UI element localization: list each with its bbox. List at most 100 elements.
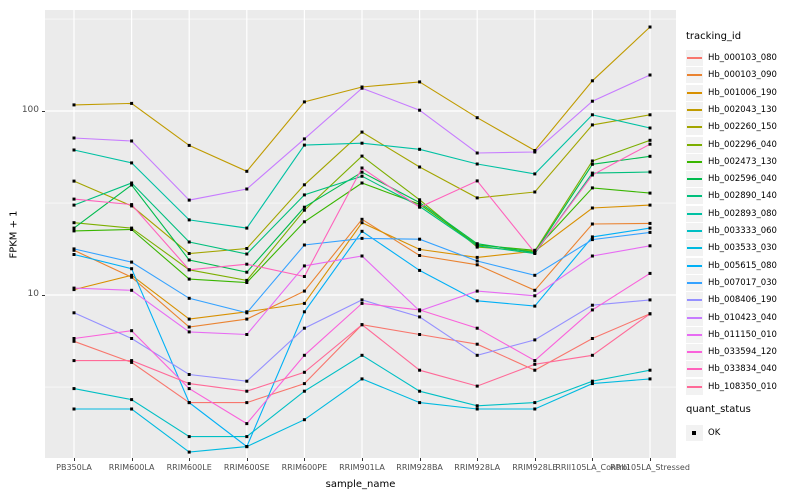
legend-key-swatch <box>686 188 703 205</box>
data-point <box>72 311 76 315</box>
legend-key-swatch <box>686 274 703 291</box>
data-point <box>533 407 537 411</box>
legend-item-label: Hb_002893_080 <box>708 208 777 219</box>
data-point <box>360 170 364 174</box>
x-tick-label-RRIM901LA: RRIM901LA <box>339 463 385 472</box>
data-point <box>187 218 191 222</box>
x-tick-label-RRIM928BA: RRIM928BA <box>396 463 443 472</box>
data-point <box>475 404 479 408</box>
data-point <box>72 387 76 391</box>
data-point <box>475 299 479 303</box>
legend-color-line <box>687 333 702 336</box>
data-point <box>187 143 191 147</box>
data-point <box>302 205 306 209</box>
data-point <box>533 248 537 252</box>
data-point <box>648 170 652 174</box>
data-point <box>130 161 134 165</box>
legend-item-label: Hb_011150_010 <box>708 329 777 340</box>
data-point <box>360 174 364 178</box>
data-point <box>130 267 134 271</box>
data-point <box>245 169 249 173</box>
x-tick-mark <box>477 458 479 461</box>
data-point <box>590 123 594 127</box>
data-point <box>590 353 594 357</box>
data-point <box>418 401 422 405</box>
data-point <box>648 138 652 142</box>
data-point <box>533 251 537 255</box>
data-point <box>590 379 594 383</box>
legend-item-label: Hb_033594_120 <box>708 347 777 358</box>
legend-color-line <box>687 74 702 77</box>
legend-color-line <box>687 230 702 232</box>
legend-item-label: Hb_002043_130 <box>708 104 777 115</box>
legend-color-line <box>687 299 702 302</box>
x-axis-title: sample_name <box>325 479 396 490</box>
data-point <box>302 289 306 293</box>
data-point <box>302 310 306 314</box>
data-point <box>130 288 134 292</box>
data-point <box>302 137 306 141</box>
legend-item-label: Hb_002260_150 <box>708 122 777 133</box>
data-point <box>475 407 479 411</box>
quant-status-key <box>686 425 703 441</box>
legend-item-label: Hb_002473_130 <box>708 156 777 167</box>
data-point <box>360 166 364 170</box>
data-point <box>187 401 191 405</box>
data-point <box>245 389 249 393</box>
data-point <box>360 301 364 305</box>
data-point <box>418 198 422 202</box>
data-point <box>590 113 594 117</box>
data-point <box>418 247 422 251</box>
legend-color-line <box>687 126 702 129</box>
x-tick-mark <box>189 458 191 461</box>
data-point <box>245 247 249 250</box>
data-point <box>648 142 652 146</box>
data-point <box>187 325 191 329</box>
data-point <box>302 193 306 197</box>
data-point <box>590 99 594 103</box>
legend-color-line <box>687 160 702 163</box>
data-point <box>475 255 479 259</box>
data-point <box>245 422 249 426</box>
data-point <box>130 337 134 340</box>
data-point <box>533 273 537 277</box>
data-point <box>130 101 134 105</box>
data-point <box>72 247 76 251</box>
data-point <box>130 203 134 207</box>
data-point <box>72 197 76 201</box>
legend-color-line <box>687 281 702 284</box>
data-point <box>590 222 594 226</box>
data-point <box>590 308 594 312</box>
data-point <box>302 208 306 212</box>
data-point <box>245 226 249 230</box>
data-point <box>475 116 479 120</box>
data-point <box>245 317 249 321</box>
data-point <box>72 203 76 207</box>
data-point <box>533 338 537 342</box>
x-tick-label-RRIM928LE: RRIM928LE <box>512 463 558 472</box>
data-point <box>187 450 191 454</box>
legend-title-quant-status: quant_status <box>686 404 751 415</box>
data-point <box>130 398 134 402</box>
data-point <box>475 242 479 246</box>
data-point <box>418 268 422 272</box>
data-point <box>475 326 479 330</box>
data-point <box>130 359 134 363</box>
data-point <box>245 281 249 284</box>
data-point <box>590 79 594 83</box>
data-point <box>590 382 594 386</box>
data-point <box>360 86 364 90</box>
data-point <box>187 240 191 244</box>
legend-key-swatch <box>686 326 703 343</box>
legend-item-label: Hb_005615_080 <box>708 260 777 271</box>
data-point <box>533 401 537 405</box>
data-point <box>475 162 479 166</box>
legend-key-swatch <box>686 257 703 274</box>
data-point <box>648 226 652 230</box>
data-point <box>302 326 306 330</box>
legend-color-line <box>687 143 702 146</box>
legend-key-swatch <box>686 153 703 170</box>
data-point <box>72 226 76 230</box>
data-point <box>648 244 652 248</box>
data-point <box>648 25 652 29</box>
